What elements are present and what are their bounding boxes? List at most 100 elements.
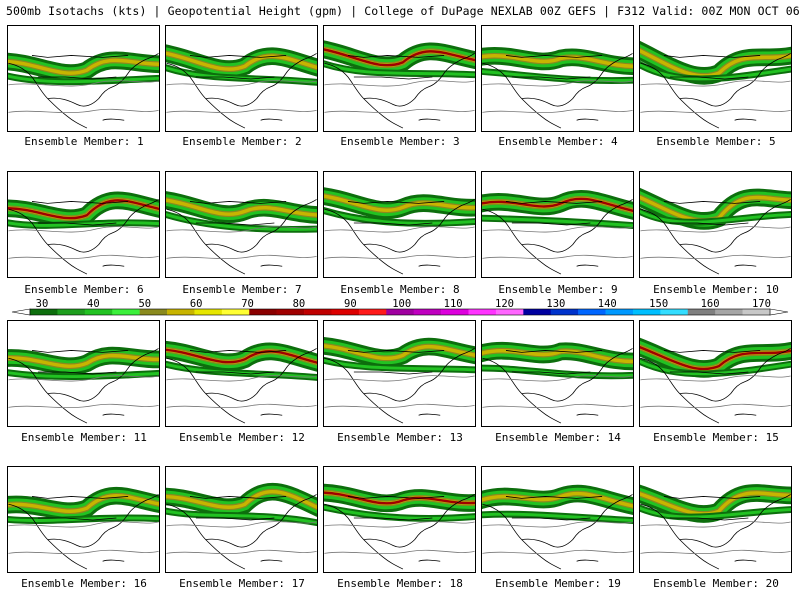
colorbar-swatch: [523, 309, 552, 315]
header-separator: |: [153, 4, 161, 18]
member-map-graphic: [8, 51, 159, 129]
colorbar-swatch: [660, 309, 689, 315]
colorbar-swatch: [249, 309, 277, 315]
ensemble-member-map: [323, 466, 476, 573]
colorbar-swatch: [632, 309, 661, 315]
colorbar-tick-label: 150: [649, 298, 668, 310]
member-map-graphic: [324, 40, 475, 129]
ensemble-member-map: [481, 466, 634, 573]
ensemble-member-label: Ensemble Member: 3: [340, 135, 460, 148]
colorbar-tick-label: 130: [546, 298, 565, 310]
colorbar-tick-label: 100: [392, 298, 411, 310]
member-map-graphic: [8, 486, 159, 570]
colorbar-tick-label: 80: [293, 298, 306, 310]
colorbar-swatch: [441, 309, 469, 315]
member-map-graphic: [166, 191, 317, 275]
colorbar-outline: [29, 308, 771, 316]
member-map-graphic: [8, 346, 159, 424]
member-map-graphic: [324, 483, 475, 570]
ensemble-member-map: [323, 25, 476, 132]
colorbar-tick-label: 140: [598, 298, 617, 310]
ensemble-member-map: [481, 171, 634, 278]
colorbar-tick-label: 110: [444, 298, 463, 310]
colorbar-tick-label: 40: [87, 298, 100, 310]
colorbar-swatch: [167, 309, 195, 315]
member-map-graphic: [166, 341, 317, 424]
colorbar-swatch: [386, 309, 415, 315]
ensemble-member-label: Ensemble Member: 11: [21, 431, 147, 444]
ensemble-member-map: [481, 25, 634, 132]
ensemble-member-label: Ensemble Member: 6: [24, 283, 144, 296]
colorbar-tick-label: 60: [190, 298, 203, 310]
ensemble-member-map: [323, 320, 476, 427]
colorbar-right-arrow: [769, 308, 789, 316]
ensemble-member-map: [639, 320, 792, 427]
colorbar-swatch: [304, 309, 332, 315]
ensemble-member-label: Ensemble Member: 8: [340, 283, 460, 296]
ensemble-member-map: [7, 25, 160, 132]
colorbar-swatch: [605, 309, 634, 315]
colorbar-swatch: [57, 309, 86, 315]
member-map-graphic: [640, 337, 791, 424]
colorbar-swatch: [221, 309, 250, 315]
ensemble-member-label: Ensemble Member: 16: [21, 577, 147, 590]
ensemble-member-label: Ensemble Member: 19: [495, 577, 621, 590]
ensemble-member-label: Ensemble Member: 2: [182, 135, 302, 148]
colorbar-tick-label: 70: [241, 298, 254, 310]
ensemble-member-map: [165, 171, 318, 278]
colorbar-swatch: [276, 309, 305, 315]
ensemble-member-label: Ensemble Member: 4: [498, 135, 618, 148]
ensemble-member-map: [639, 466, 792, 573]
colorbar-swatch: [550, 309, 579, 315]
colorbar-swatch: [331, 309, 360, 315]
member-map-graphic: [640, 40, 791, 129]
member-map-graphic: [482, 484, 633, 570]
colorbar-swatch: [194, 309, 223, 315]
ensemble-member-map: [481, 320, 634, 427]
ensemble-member-map: [165, 320, 318, 427]
member-map-graphic: [482, 46, 633, 129]
member-map-graphic: [166, 44, 317, 129]
colorbar-swatch: [30, 309, 58, 315]
ensemble-member-label: Ensemble Member: 20: [653, 577, 779, 590]
colorbar-swatch: [468, 309, 497, 315]
member-map-graphic: [324, 337, 475, 424]
member-map-graphic: [482, 189, 633, 275]
ensemble-member-label: Ensemble Member: 14: [495, 431, 621, 444]
colorbar-tick-label: 120: [495, 298, 514, 310]
ensemble-member-label: Ensemble Member: 7: [182, 283, 302, 296]
ensemble-member-map: [639, 171, 792, 278]
colorbar-swatch: [578, 309, 606, 315]
colorbar-swatch: [742, 309, 771, 315]
ensemble-member-label: Ensemble Member: 15: [653, 431, 779, 444]
ensemble-member-label: Ensemble Member: 10: [653, 283, 779, 296]
colorbar-graphic: 30 40 50 60 70 80 90 100 110 120 130 140 150 160 170: [11, 298, 789, 316]
colorbar-tick-label: 90: [344, 298, 357, 310]
colorbar-swatch: [84, 309, 113, 315]
header-subtitle: Geopotential Height (gpm): [167, 4, 344, 18]
colorbar-swatch: [112, 309, 140, 315]
ensemble-member-map: [7, 320, 160, 427]
member-map-graphic: [482, 341, 633, 424]
ensemble-member-label: Ensemble Member: 13: [337, 431, 463, 444]
header-run-info: 00Z GEFS | F312 Valid: 00Z MON OCT 06 20…: [539, 4, 800, 18]
ensemble-member-label: Ensemble Member: 9: [498, 283, 618, 296]
ensemble-member-map: [165, 25, 318, 132]
ensemble-member-label: Ensemble Member: 18: [337, 577, 463, 590]
colorbar-left-arrow: [11, 308, 31, 316]
member-map-graphic: [640, 187, 791, 275]
isotach-colorbar: 30 40 50 60 70 80 90 100 110 120 130 140 150 160 170: [8, 297, 792, 319]
ensemble-member-label: Ensemble Member: 17: [179, 577, 305, 590]
header-title: 500mb Isotachs (kts): [6, 4, 147, 18]
ensemble-member-map: [7, 171, 160, 278]
header-separator: |: [350, 4, 358, 18]
colorbar-tick-label: 30: [36, 298, 49, 310]
colorbar-swatch: [358, 309, 387, 315]
colorbar-swatch: [715, 309, 743, 315]
ensemble-member-label: Ensemble Member: 1: [24, 135, 144, 148]
ensemble-member-map: [165, 466, 318, 573]
member-map-graphic: [640, 484, 791, 570]
member-map-graphic: [8, 191, 159, 275]
ensemble-member-map: [323, 171, 476, 278]
ensemble-member-map: [639, 25, 792, 132]
